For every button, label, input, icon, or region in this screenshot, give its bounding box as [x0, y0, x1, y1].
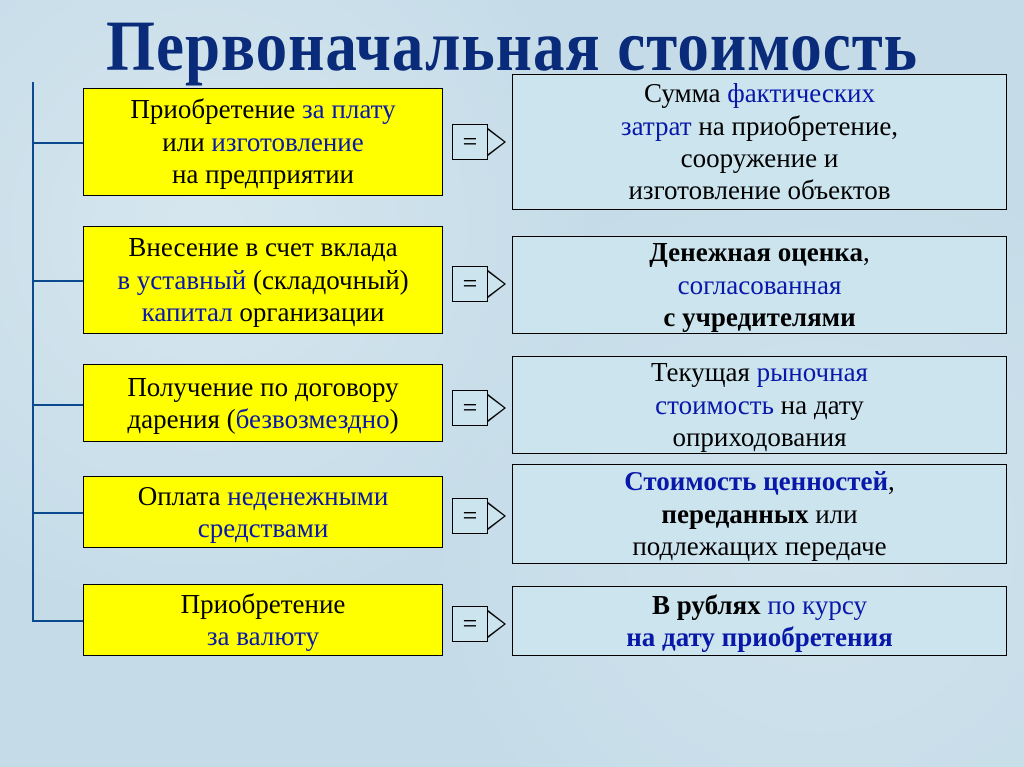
- tree-branch: [32, 404, 83, 406]
- tree-branch: [32, 280, 83, 282]
- left-box: Получение по договорударения (безвозмезд…: [83, 364, 443, 442]
- equals-box: =: [452, 124, 488, 160]
- right-box: Текущая рыночнаястоимость на датуоприход…: [512, 356, 1007, 454]
- right-box: Сумма фактическихзатрат на приобретение,…: [512, 74, 1007, 210]
- right-box: В рублях по курсуна дату приобретения: [512, 586, 1007, 656]
- right-box: Денежная оценка,согласованнаяс учредител…: [512, 236, 1007, 334]
- tree-branch: [32, 512, 83, 514]
- right-box: Стоимость ценностей,переданных илиподлеж…: [512, 464, 1007, 564]
- arrow-icon-fill: [488, 396, 504, 420]
- left-box: Оплата неденежнымисредствами: [83, 476, 443, 548]
- left-box: Приобретение за платуили изготовлениена …: [83, 88, 443, 196]
- equals-box: =: [452, 498, 488, 534]
- arrow-icon-fill: [488, 504, 504, 528]
- left-box: Приобретениеза валюту: [83, 584, 443, 656]
- tree-vline: [32, 82, 34, 622]
- arrow-icon-fill: [488, 130, 504, 154]
- arrow-icon-fill: [488, 272, 504, 296]
- arrow-icon-fill: [488, 612, 504, 636]
- equals-box: =: [452, 390, 488, 426]
- equals-box: =: [452, 266, 488, 302]
- equals-box: =: [452, 606, 488, 642]
- tree-branch: [32, 142, 83, 144]
- tree-branch: [32, 620, 83, 622]
- left-box: Внесение в счет вкладав уставный (складо…: [83, 226, 443, 334]
